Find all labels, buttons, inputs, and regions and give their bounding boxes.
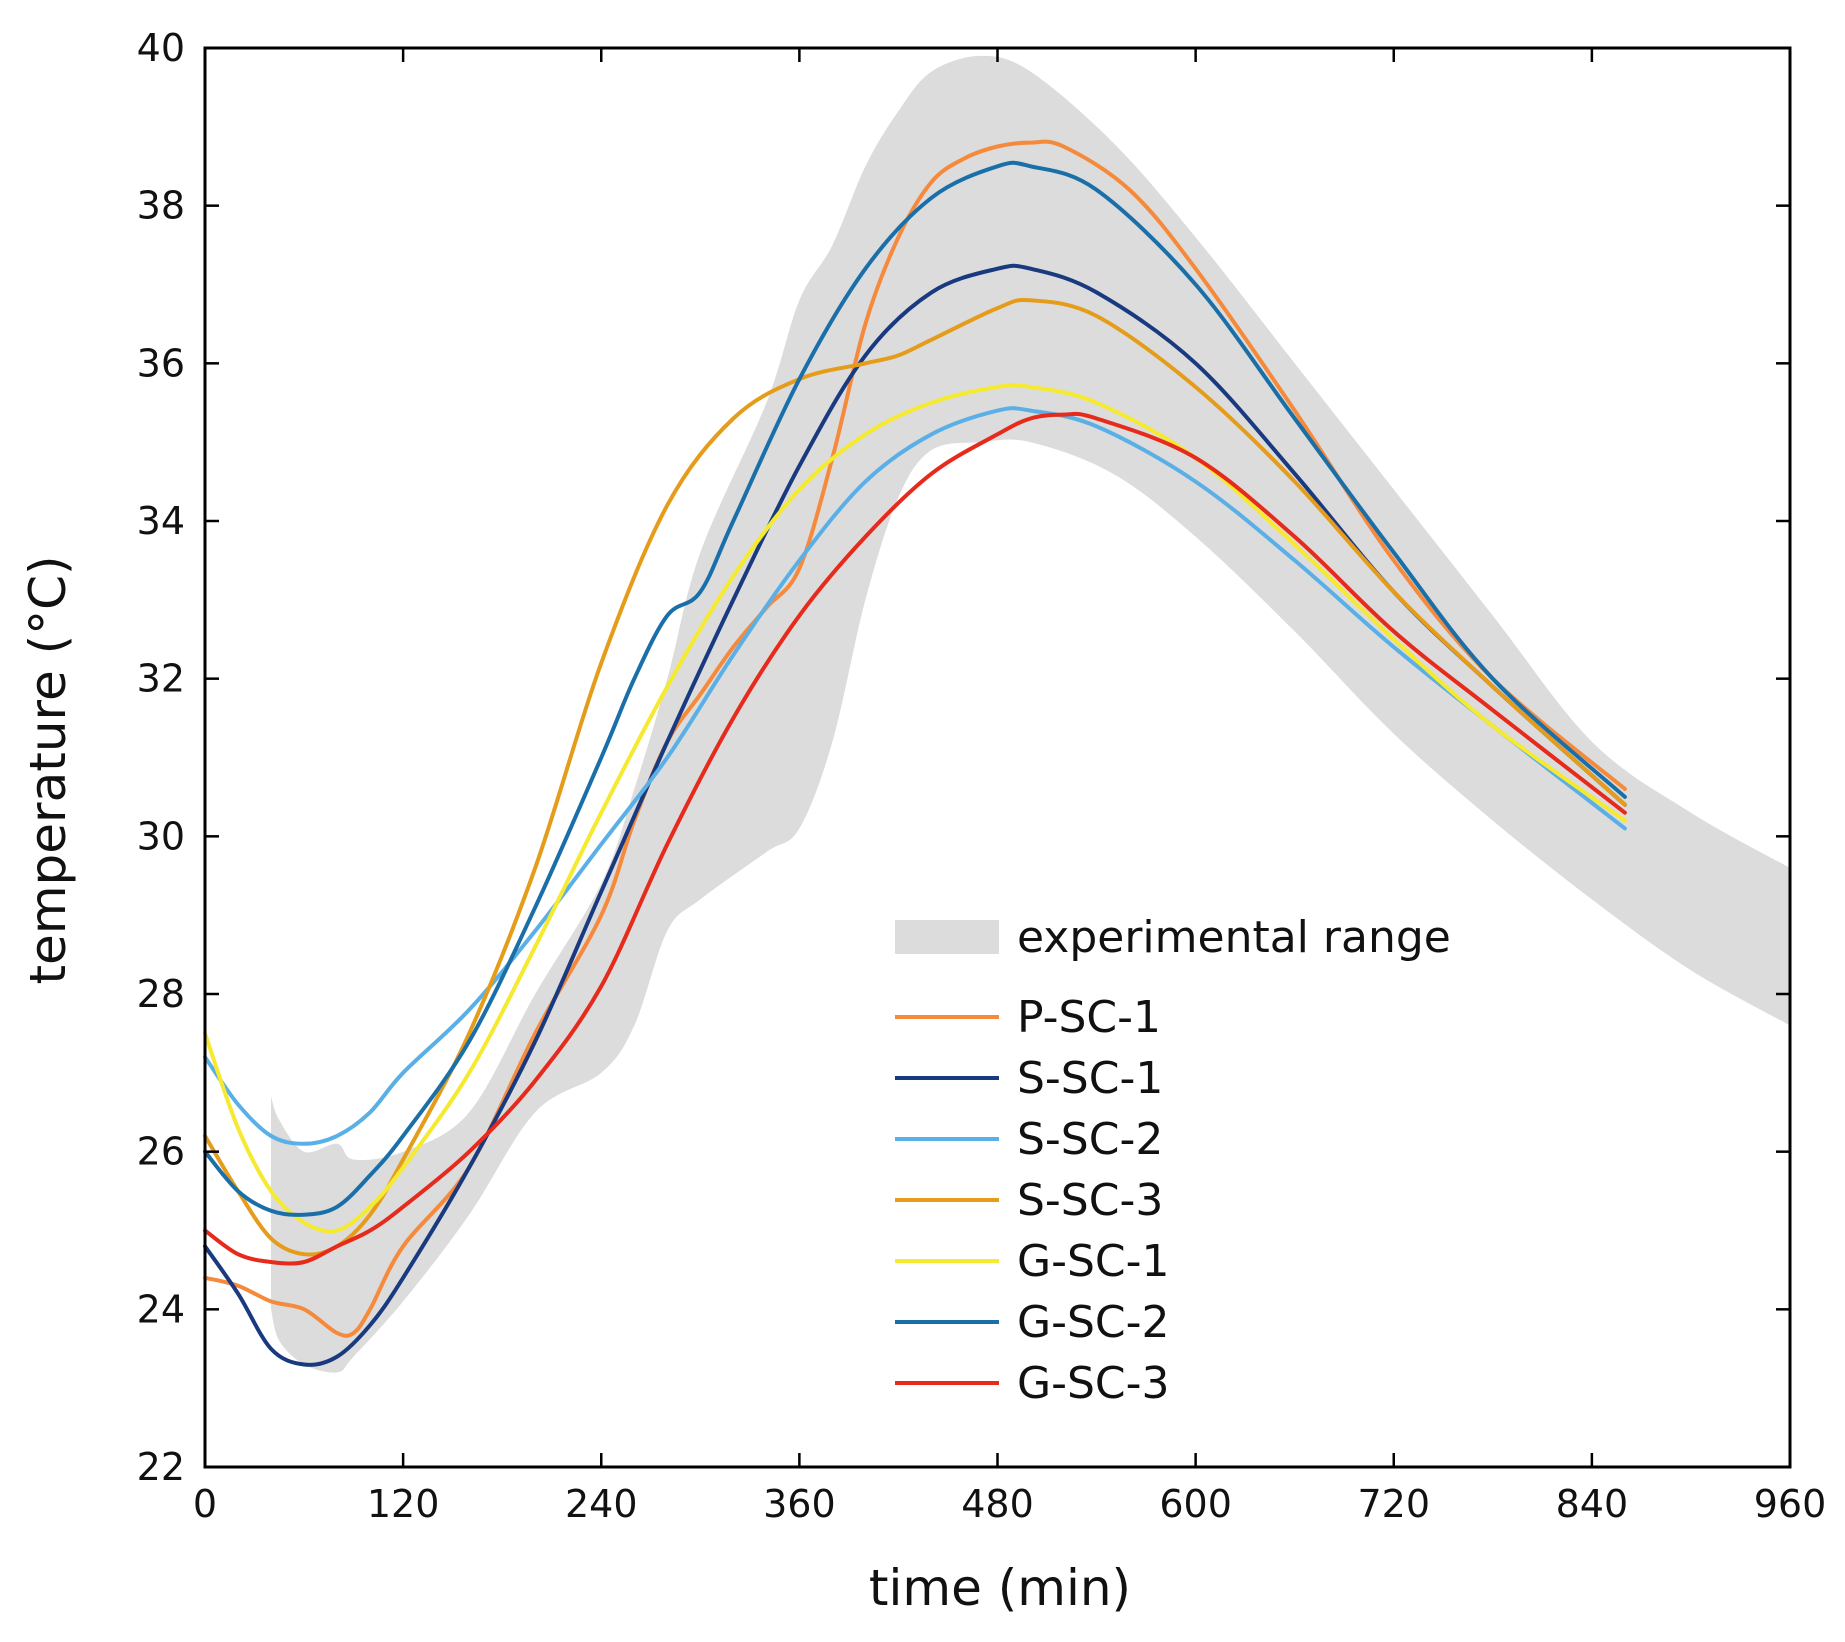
series-line-g-sc-1 [203,383,1627,1234]
y-tick-label: 30 [137,814,185,858]
x-tick-label: 600 [1159,1482,1232,1526]
series-line-p-sc-1 [203,139,1627,1338]
legend-label-s-sc-2: S-SC-2 [1017,1114,1163,1165]
y-tick-label: 24 [137,1287,185,1331]
legend-label-experimental-range: experimental range [1017,912,1451,963]
y-tick-label: 32 [137,657,185,701]
legend-label-s-sc-3: S-SC-3 [1017,1175,1163,1226]
x-tick-label: 840 [1556,1482,1629,1526]
x-tick-label: 0 [193,1482,217,1526]
experimental-range-band [271,55,1790,1373]
x-tick-label: 480 [961,1482,1034,1526]
y-tick-label: 38 [137,184,185,228]
x-tick-label: 720 [1357,1482,1430,1526]
x-axis-title: time (min) [869,1559,1131,1617]
legend-label-g-sc-1: G-SC-1 [1017,1236,1170,1287]
series-line-g-sc-3 [203,411,1627,1266]
y-tick-label: 26 [137,1130,185,1174]
legend-label-s-sc-1: S-SC-1 [1017,1053,1163,1104]
y-tick-label: 34 [137,499,185,543]
x-tick-label: 240 [565,1482,638,1526]
y-tick-label: 36 [137,341,185,385]
y-axis-title: temperature (°C) [19,555,77,984]
series-line-s-sc-3 [203,297,1627,1257]
axes-layer: 0 120 240 360 480 600 720 840 960 22 24 26 28 30 32 34 3… [137,26,1827,1526]
legend: experimental range P-SC-1 S-SC-1 S-SC-2 S-SC… [895,912,1451,1409]
x-tick-label: 960 [1754,1482,1827,1526]
x-tick-label: 360 [763,1482,836,1526]
y-tick-label: 22 [137,1445,185,1489]
series-line-s-sc-2 [203,406,1627,1146]
legend-label-g-sc-3: G-SC-3 [1017,1358,1170,1409]
legend-swatch-experimental-range [895,920,999,954]
series-line-s-sc-1 [203,263,1627,1367]
x-tick-label: 120 [367,1482,440,1526]
y-tick-label: 28 [137,972,185,1016]
legend-label-g-sc-2: G-SC-2 [1017,1297,1170,1348]
legend-label-p-sc-1: P-SC-1 [1017,992,1161,1043]
band-layer [271,55,1790,1373]
y-tick-label: 40 [137,26,185,70]
series-line-g-sc-2 [203,160,1627,1217]
series-layer [203,139,1627,1367]
